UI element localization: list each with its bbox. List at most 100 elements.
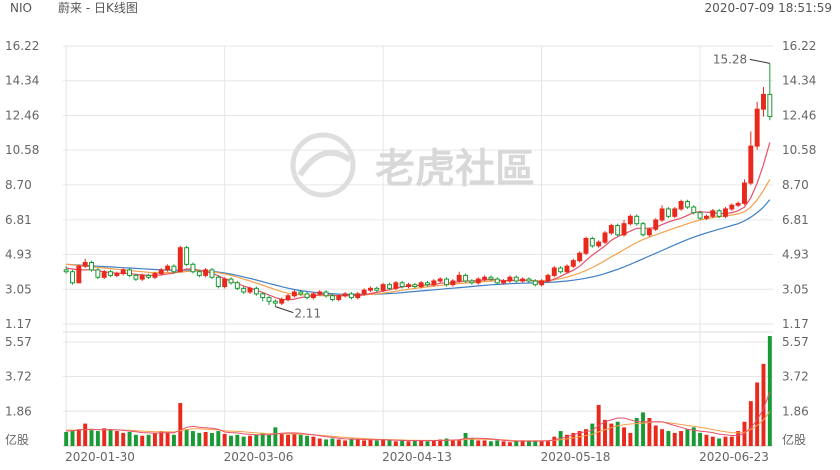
candle-body <box>583 237 589 254</box>
candle-body <box>152 273 158 278</box>
candle <box>513 275 519 283</box>
candle <box>196 269 202 278</box>
candle <box>596 240 602 248</box>
volume-bar <box>121 432 126 446</box>
candle-body <box>691 206 697 214</box>
candle-body <box>602 232 608 243</box>
candle-body <box>475 278 481 284</box>
candle-body <box>608 225 614 234</box>
candle-body <box>165 265 171 271</box>
candle <box>393 280 399 291</box>
candle-body <box>304 293 310 299</box>
volume-bar <box>622 427 626 446</box>
candle-body <box>577 252 583 262</box>
volume-bar <box>520 440 525 446</box>
candle <box>304 292 310 300</box>
volume-bar <box>609 423 614 446</box>
volume-bar <box>381 439 386 446</box>
volume-bar <box>577 431 582 446</box>
volume-bar <box>349 438 354 446</box>
volume-bar <box>171 434 176 446</box>
price-tick-label-right: 6.81 <box>782 213 809 227</box>
candle-body <box>754 108 760 147</box>
candle-body <box>82 261 88 267</box>
volume-bar <box>507 442 512 446</box>
candle <box>329 293 335 302</box>
candle <box>716 208 722 219</box>
candle <box>735 201 741 208</box>
volume-tick-label-left: 3.72 <box>5 370 32 384</box>
candle-body <box>348 293 354 299</box>
volume-bar <box>197 432 202 446</box>
candle-body <box>76 265 82 284</box>
candle <box>70 269 75 285</box>
candle <box>608 223 614 235</box>
candle-body <box>684 201 690 208</box>
candle <box>767 63 773 121</box>
candle-body <box>456 274 462 282</box>
candle-body <box>101 271 107 278</box>
candle-body <box>329 295 335 300</box>
volume-bar <box>95 431 100 446</box>
candle-body <box>748 145 754 184</box>
candle <box>507 275 513 283</box>
candle-body <box>323 291 329 297</box>
volume-bar <box>336 439 341 446</box>
candle-body <box>488 276 494 280</box>
ma-line-red <box>66 142 771 301</box>
candle <box>494 277 500 285</box>
candle-body <box>526 278 532 282</box>
volume-bar <box>184 429 189 446</box>
candle <box>437 277 443 283</box>
candle-body <box>393 282 399 289</box>
candle-body <box>184 247 190 265</box>
volume-bar <box>761 363 766 446</box>
volume-bar <box>374 440 379 446</box>
candle <box>171 264 177 274</box>
candle <box>406 282 411 289</box>
volume-bar <box>666 431 671 446</box>
volume-bar <box>444 438 449 446</box>
candle-body <box>120 269 126 275</box>
candle-body <box>247 287 253 293</box>
volume-bar <box>539 441 544 446</box>
candle-body <box>70 271 75 284</box>
candle <box>241 286 247 294</box>
volume-bar <box>450 440 455 446</box>
candle-body <box>355 293 361 299</box>
candle-body <box>215 276 221 288</box>
volume-bar <box>89 430 94 446</box>
candle <box>247 286 253 294</box>
volume-bar <box>127 431 132 446</box>
candle <box>729 203 735 211</box>
volume-bar <box>603 419 607 446</box>
candle <box>374 286 380 293</box>
candle <box>703 214 709 221</box>
candle-body <box>222 278 228 288</box>
candle <box>488 275 494 281</box>
candle <box>146 273 152 280</box>
price-tick-label-left: 1.17 <box>5 317 32 331</box>
candle <box>754 101 760 150</box>
price-tick-label-right: 1.17 <box>782 317 809 331</box>
price-tick-label-left: 3.05 <box>5 282 32 296</box>
candle <box>285 293 291 302</box>
candle-body <box>133 274 139 280</box>
volume-tick-label-left: 亿股 <box>5 432 29 447</box>
candle-body <box>678 201 684 210</box>
candle-body <box>469 280 475 284</box>
candle-body <box>228 278 234 284</box>
candle-body <box>634 215 640 225</box>
volume-bar <box>324 439 329 446</box>
price-tick-label-right: 8.70 <box>782 178 809 192</box>
volume-bar <box>565 434 569 446</box>
candle <box>665 207 671 219</box>
volume-bar <box>108 429 113 446</box>
volume-bar <box>165 432 170 446</box>
candle-body <box>241 287 247 293</box>
volume-bar <box>748 401 753 446</box>
volume-bar <box>767 336 772 446</box>
volume-bar <box>431 440 436 446</box>
candle <box>456 271 462 283</box>
